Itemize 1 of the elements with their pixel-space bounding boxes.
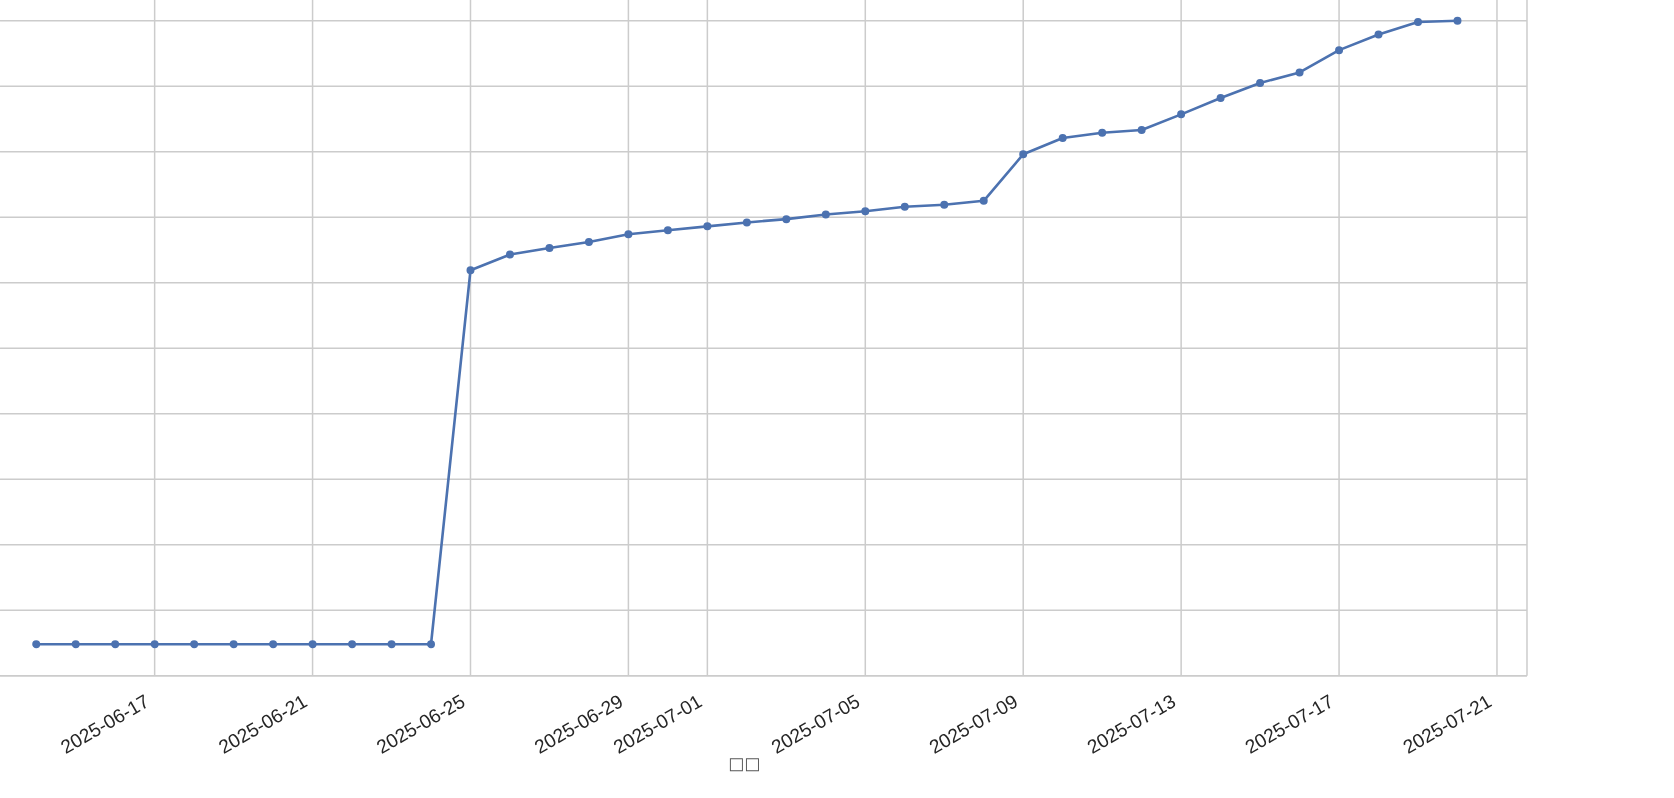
x-axis-title: □□ (729, 758, 759, 772)
